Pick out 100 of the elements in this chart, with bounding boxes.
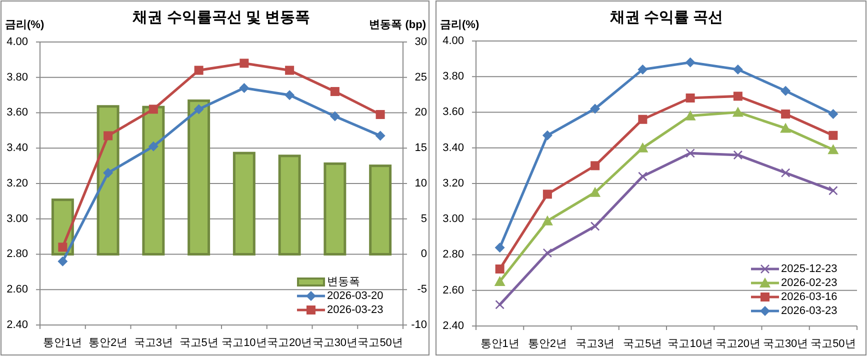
x-tick-label: 국고10년 [222,336,267,349]
chart-title: 채권 수익률곡선 및 변동폭 [132,9,310,26]
y-tick-label: 3.00 [442,213,464,226]
y2-axis-title: 변동폭 (bp) [369,19,426,31]
y-axis-title: 금리(%) [5,19,44,31]
point [194,104,204,114]
point [103,168,114,178]
x-tick-label: 통안2년 [528,338,567,350]
y-tick-label: 2.40 [6,318,28,331]
x-tick-label: 통안1년 [480,338,520,350]
point [58,242,68,252]
x-tick-label: 통안2년 [88,336,128,349]
point [494,276,506,286]
y2-tick-label: 10 [414,177,427,190]
point [638,172,648,182]
y-tick-label: 2.40 [442,320,464,332]
point [330,87,340,96]
y2-tick-label: 0 [420,248,427,260]
point [376,110,385,120]
y2-tick-label: -10 [411,318,427,331]
point [685,57,696,68]
point [732,106,744,117]
y-tick-label: 3.60 [6,106,28,119]
x-tick-label: 국고10년 [668,338,713,350]
legend-label: 2026-03-23 [781,304,838,317]
point [590,186,601,197]
point [828,186,838,196]
y-tick-label: 3.00 [6,212,28,225]
point [495,300,504,310]
y-tick-label: 3.60 [442,106,464,118]
point [542,248,552,258]
legend-label: 변동폭 [327,276,360,288]
point [780,86,791,96]
point [239,82,250,93]
y-axis-title: 금리(%) [440,19,480,31]
point [590,104,600,114]
point [686,94,695,102]
legend-label: 2025-12-23 [781,262,838,275]
point [780,122,792,133]
x-tick-label: 국고30년 [312,336,358,349]
point [330,111,340,122]
legend-label: 2026-03-23 [327,304,384,316]
y2-tick-label: 20 [414,106,427,119]
point [148,141,158,152]
bar [232,152,256,256]
point [733,150,743,160]
x-tick-label: 국고5년 [179,336,218,349]
point [285,66,294,75]
point [148,104,158,114]
x-tick-label: 통안1년 [43,336,82,349]
point [828,144,839,154]
point [733,92,742,101]
bar [188,99,210,256]
point [780,168,790,178]
point [638,64,648,74]
bar [142,106,165,256]
y2-tick-label: 30 [414,36,427,48]
x-tick-label: 국고3년 [134,336,173,349]
chart-title: 채권 수익률 곡선 [608,9,724,26]
point [828,109,838,120]
y2-tick-label: 5 [420,212,427,225]
bar [96,105,120,256]
y-tick-label: 3.20 [6,177,28,190]
y-tick-label: 2.80 [6,248,28,260]
bar [324,162,346,256]
point [781,110,790,119]
point [58,256,68,266]
point [590,161,600,170]
y-tick-label: 3.20 [442,177,464,190]
point [542,215,553,226]
y-tick-label: 3.40 [442,142,464,154]
point [590,222,600,231]
y-tick-label: 2.60 [442,284,464,296]
x-tick-label: 국고50년 [358,336,403,349]
point [637,142,648,152]
y-tick-label: 4.00 [6,36,28,48]
y-tick-label: 2.60 [6,284,28,296]
y2-tick-label: 25 [414,71,427,84]
bar [278,154,301,256]
y-tick-label: 2.80 [442,248,464,261]
x-tick-label: 국고5년 [623,338,662,350]
y2-tick-label: -5 [417,284,427,296]
x-tick-label: 국고20년 [715,338,761,350]
x-tick-label: 국고50년 [810,338,856,350]
point [495,264,504,274]
point [240,58,249,68]
legend-label: 2026-02-23 [781,276,838,289]
x-tick-label: 국고3년 [576,338,615,350]
point [375,130,386,141]
x-tick-label: 국고30년 [762,338,808,350]
point [194,66,204,75]
y-tick-label: 4.00 [442,34,464,47]
y-tick-label: 3.40 [6,142,28,154]
bar [369,164,392,256]
point [732,64,743,74]
legend-label: 2026-03-16 [781,290,838,303]
legend-label: 2026-03-20 [327,290,384,302]
x-tick-label: 국고20년 [266,336,312,349]
point [828,130,838,140]
y2-tick-label: 15 [414,142,427,154]
